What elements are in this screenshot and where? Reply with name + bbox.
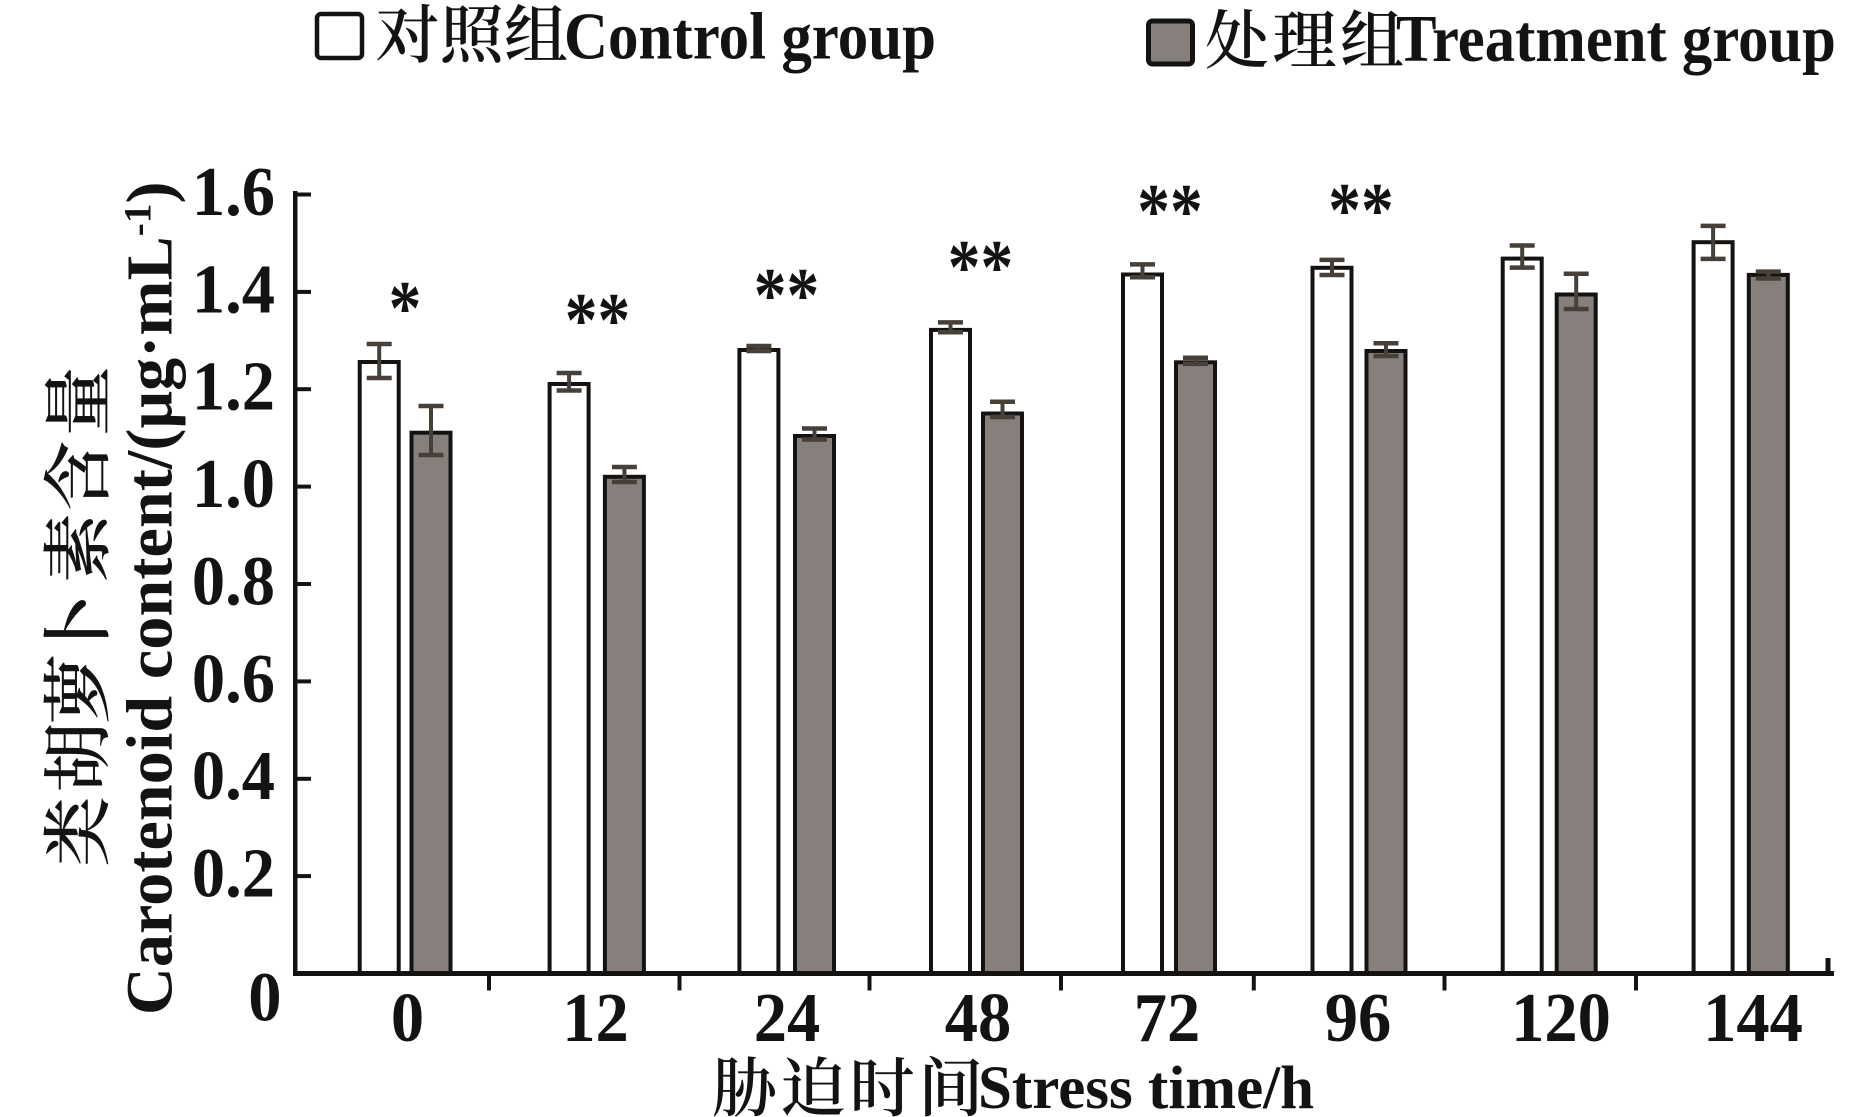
svg-text:48: 48 <box>945 978 1011 1056</box>
svg-text:0.4: 0.4 <box>192 737 275 815</box>
svg-text:0.6: 0.6 <box>192 639 275 717</box>
svg-text:**: ** <box>1328 168 1393 253</box>
svg-text:0.2: 0.2 <box>192 834 275 912</box>
svg-text:1.4: 1.4 <box>192 250 275 328</box>
svg-text:**: ** <box>1137 169 1202 254</box>
svg-text:**: ** <box>948 225 1013 310</box>
svg-text:**: ** <box>565 278 630 363</box>
svg-text:Treatment group: Treatment group <box>1396 1 1836 75</box>
svg-text:24: 24 <box>754 978 820 1056</box>
svg-text:1.2: 1.2 <box>192 347 275 425</box>
svg-text:1.6: 1.6 <box>192 152 275 230</box>
svg-text:144: 144 <box>1703 978 1803 1056</box>
svg-text:**: ** <box>754 253 819 338</box>
svg-text:Control group: Control group <box>564 0 936 73</box>
svg-text:Stress time/h: Stress time/h <box>978 1055 1314 1117</box>
svg-text:120: 120 <box>1511 978 1611 1056</box>
svg-text:*: * <box>389 266 422 351</box>
svg-text:96: 96 <box>1325 978 1391 1056</box>
svg-text:0: 0 <box>391 978 424 1056</box>
svg-text:12: 12 <box>562 978 628 1056</box>
svg-text:1.0: 1.0 <box>192 444 275 522</box>
svg-text:Carotenoid content/(μg·mL-1): Carotenoid content/(μg·mL-1) <box>114 181 187 1015</box>
svg-text:72: 72 <box>1134 978 1200 1056</box>
svg-text:0: 0 <box>248 958 281 1036</box>
svg-text:0.8: 0.8 <box>192 542 275 620</box>
